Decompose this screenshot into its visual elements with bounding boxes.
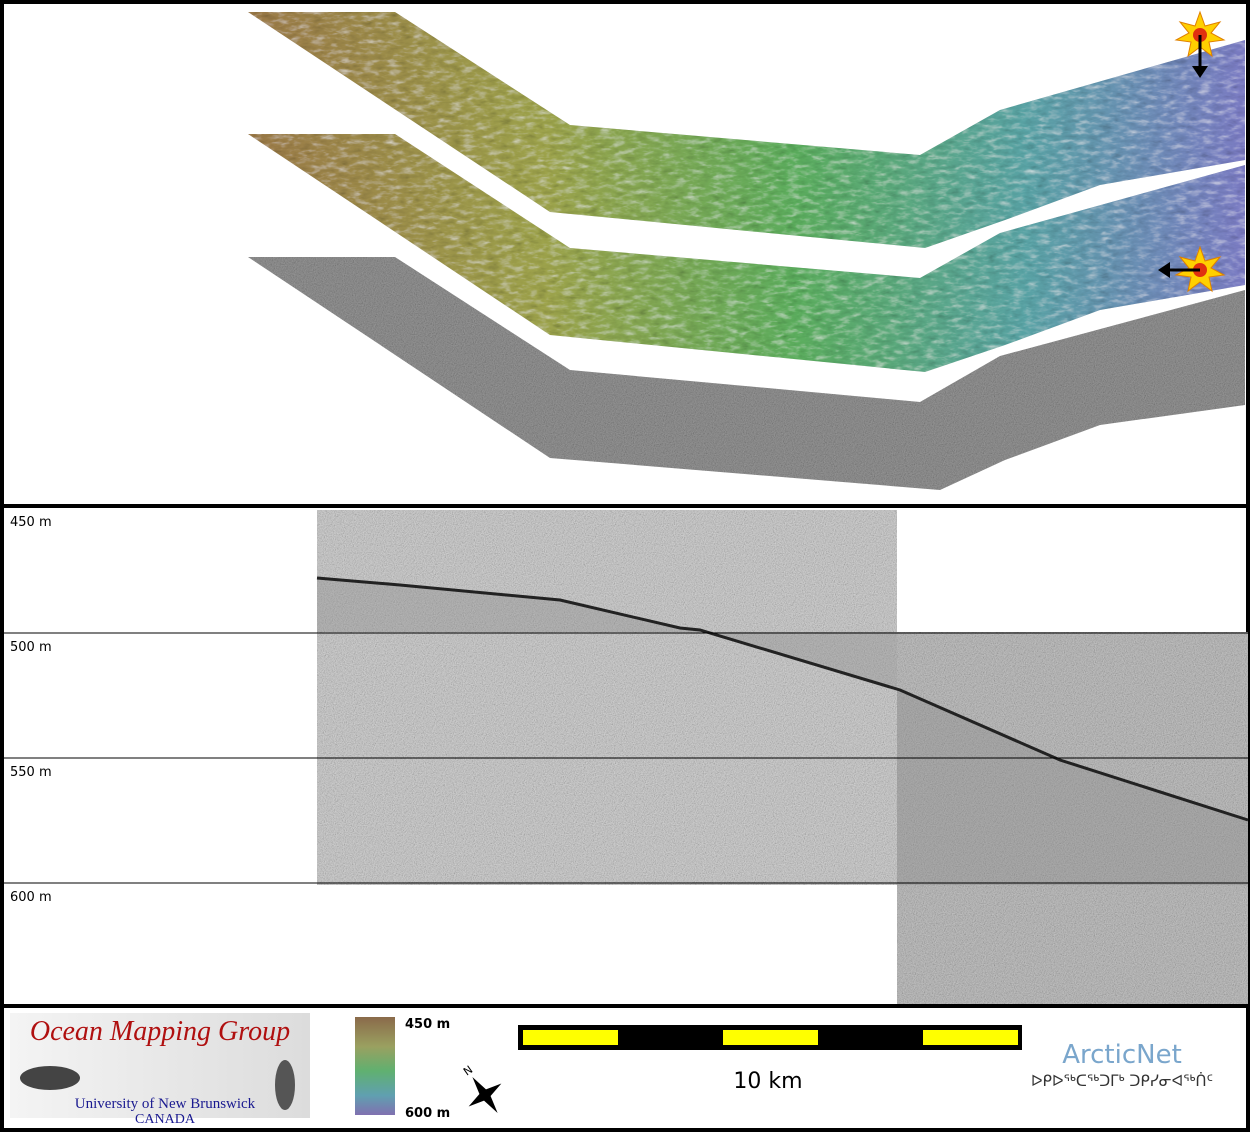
scale-segment <box>923 1030 1018 1045</box>
color-bar <box>355 1017 395 1115</box>
scale-segment <box>523 1030 618 1045</box>
logo-country: CANADA <box>135 1112 196 1127</box>
seabed-fill <box>317 578 1248 885</box>
profile-image <box>317 510 897 885</box>
scale-label: 10 km <box>733 1069 802 1094</box>
depth-label: 600 m <box>10 890 52 905</box>
depth-label: 500 m <box>10 640 52 655</box>
legend-label: 450 m <box>405 1017 450 1032</box>
marker <box>1158 245 1226 293</box>
logo-title: Ocean Mapping Group <box>30 1016 290 1047</box>
north-arrow: N <box>461 1063 502 1114</box>
bathymetry-swath <box>248 12 1245 248</box>
profile-image <box>897 632 1248 1004</box>
marker <box>1174 10 1226 78</box>
seabed-line <box>316 576 1249 822</box>
scale-segment <box>723 1030 818 1045</box>
bathymetry-swath <box>248 134 1245 372</box>
logo-shape <box>275 1060 295 1110</box>
depth-label: 550 m <box>10 765 52 780</box>
backscatter-swath <box>248 257 1245 490</box>
depth-label: 450 m <box>10 515 52 530</box>
legend-label: 600 m <box>405 1106 450 1121</box>
svg-text:N: N <box>461 1063 475 1078</box>
logo-shape <box>20 1066 80 1090</box>
arcticnet-syllabics: ᐅᑭᐅᖅᑕᖅᑐᒥᒃ ᑐᑭᓯᓂᐊᖅᑏᑦ <box>1031 1072 1213 1090</box>
logo-background <box>10 1013 310 1118</box>
logo-university: University of New Brunswick <box>75 1096 256 1112</box>
arcticnet-logo: ArcticNet <box>1062 1040 1182 1070</box>
